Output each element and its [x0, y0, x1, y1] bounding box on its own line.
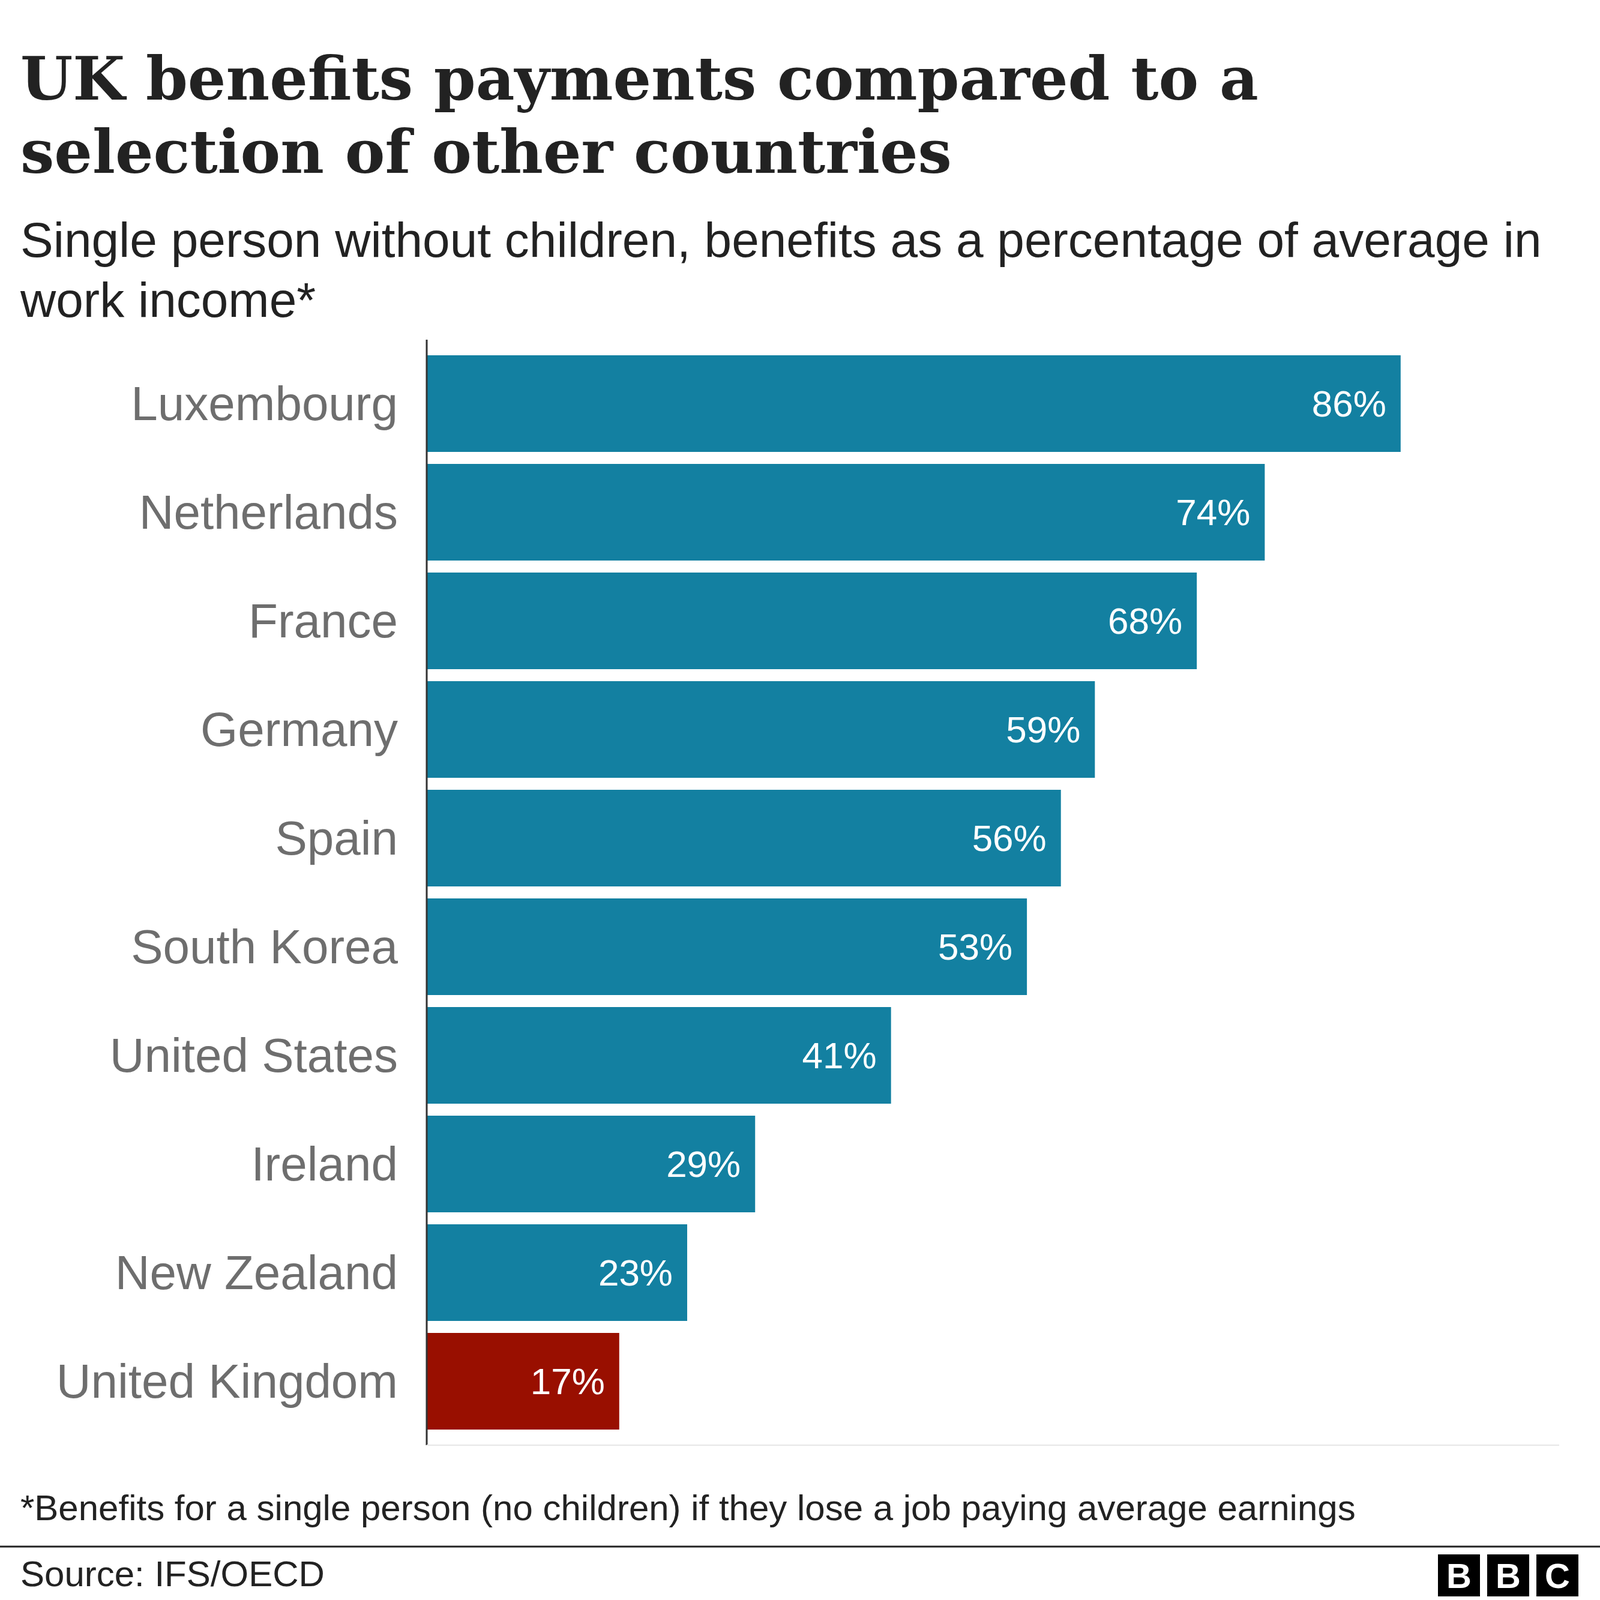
bars [426, 355, 1401, 1430]
data-label: 86% [1311, 382, 1387, 425]
category-label: United Kingdom [56, 1354, 398, 1408]
bar [426, 1115, 755, 1213]
data-label: 59% [1005, 708, 1081, 751]
labels: Luxembourg 86% Netherlands 74% France 68% Germ… [56, 376, 1387, 1408]
category-label: United States [109, 1028, 398, 1083]
logo-box [1487, 1554, 1530, 1597]
axis-line [426, 339, 428, 1446]
title: UK benefits payments compared to a selec… [20, 42, 1557, 189]
logo-letter: B [1446, 1556, 1472, 1596]
logo: BBC [1446, 1556, 1570, 1596]
note: *Benefits for a single person (no childr… [20, 1487, 1356, 1528]
bar [426, 1007, 892, 1104]
data-label: 68% [1107, 600, 1183, 642]
category-label: South Korea [130, 920, 398, 974]
category-label: Germany [200, 702, 398, 757]
data-label: 29% [666, 1143, 741, 1185]
source: Source: IFS/OECD [20, 1553, 325, 1594]
logo-box [1536, 1554, 1579, 1597]
chart: Luxembourg 86% Netherlands 74% France 68% Germ… [0, 0, 1600, 1600]
category-label: Netherlands [139, 485, 398, 539]
bar [426, 572, 1197, 670]
bar [426, 898, 1027, 996]
category-label: Spain [274, 811, 398, 865]
bar [426, 681, 1095, 778]
data-label: 74% [1175, 491, 1251, 533]
data-label: 56% [972, 817, 1047, 859]
range-line [426, 1444, 1560, 1446]
bar [426, 463, 1265, 561]
category-label: France [248, 594, 398, 648]
category-label: Luxembourg [130, 376, 398, 431]
data-label: 41% [802, 1034, 877, 1077]
logo-box [1437, 1554, 1480, 1597]
category-label: New Zealand [115, 1245, 398, 1300]
bar [426, 1332, 620, 1430]
data-label: 23% [598, 1251, 673, 1294]
separator [0, 1545, 1600, 1548]
category-label: Ireland [250, 1137, 398, 1191]
data-label: 17% [530, 1360, 605, 1402]
bar [426, 789, 1062, 887]
bar [426, 355, 1401, 452]
bar [426, 1224, 688, 1321]
logo-letter: C [1544, 1556, 1570, 1596]
subtitle: Single person without children, benefits… [20, 210, 1581, 331]
logo-letter: B [1495, 1556, 1521, 1596]
data-label: 53% [938, 926, 1013, 968]
